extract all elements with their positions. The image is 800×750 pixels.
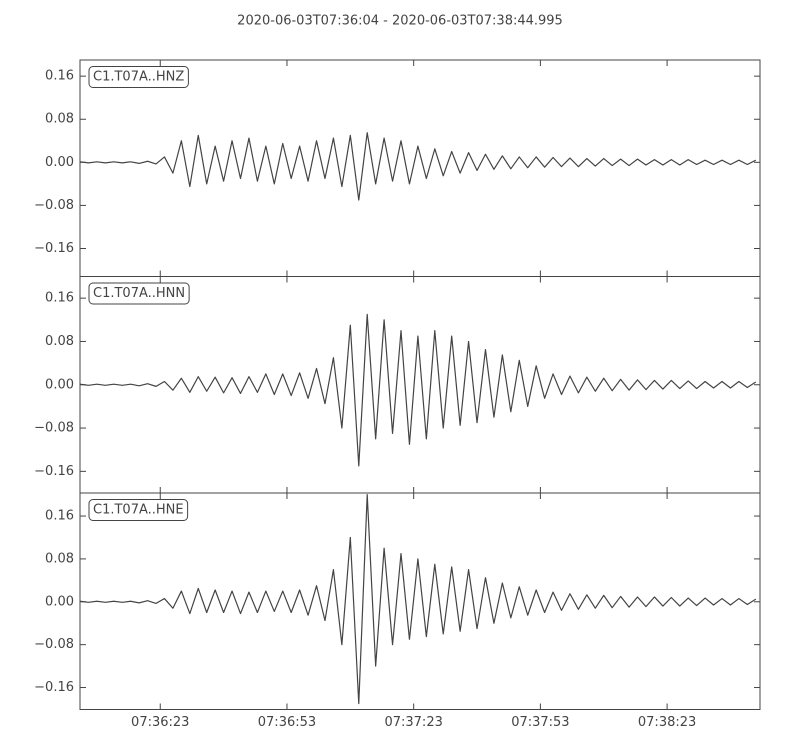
waveform xyxy=(80,132,757,201)
x-tick-label: 07:37:53 xyxy=(511,715,569,730)
y-tick-label: −0.08 xyxy=(34,198,74,213)
trace-label-box xyxy=(88,66,189,88)
trace-label: C1.T07A..HNZ xyxy=(93,70,184,85)
y-tick-label: 0.00 xyxy=(45,594,74,609)
y-tick-label: −0.16 xyxy=(34,241,74,256)
trace-label-box xyxy=(88,499,189,521)
panel-frame xyxy=(79,492,761,710)
y-tick-label: 0.08 xyxy=(45,334,74,349)
x-tick-label: 07:37:23 xyxy=(384,715,442,730)
y-tick-label: −0.16 xyxy=(34,464,74,479)
figure-title: 2020-06-03T07:36:04 - 2020-06-03T07:38:4… xyxy=(237,14,563,29)
x-tick-label: 07:36:53 xyxy=(258,715,316,730)
trace-label-box xyxy=(88,282,190,305)
y-tick-label: −0.16 xyxy=(34,680,74,695)
y-tick-label: −0.08 xyxy=(34,637,74,652)
y-tick-label: −0.08 xyxy=(34,421,74,436)
waveform xyxy=(80,494,757,705)
y-tick-label: 0.00 xyxy=(45,377,74,392)
waveform xyxy=(80,313,757,467)
x-tick-label: 07:38:23 xyxy=(638,715,696,730)
trace-label: C1.T07A..HNE xyxy=(93,503,184,518)
y-tick-label: 0.16 xyxy=(45,69,74,84)
y-tick-label: 0.08 xyxy=(45,551,74,566)
y-tick-label: 0.16 xyxy=(45,509,74,524)
trace-label: C1.T07A..HNN xyxy=(93,286,185,301)
y-tick-label: 0.08 xyxy=(45,112,74,127)
x-tick-label: 07:36:23 xyxy=(131,715,189,730)
y-tick-label: 0.16 xyxy=(45,291,74,306)
y-tick-label: 0.00 xyxy=(45,155,74,170)
